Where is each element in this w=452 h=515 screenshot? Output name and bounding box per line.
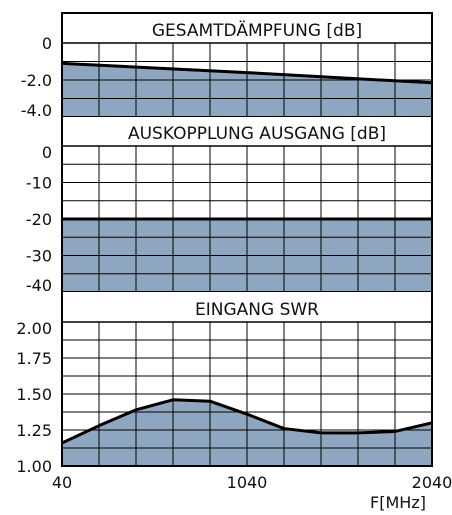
y-tick-label: -20	[26, 210, 52, 229]
panel-2-title: AUSKOPPLUNG AUSGANG [dB]	[128, 124, 386, 144]
panel-3-series-line	[61, 398, 433, 445]
y-tick-label: 1.75	[16, 349, 52, 368]
panel-3-title-box	[62, 292, 432, 322]
panel-1-title: GESAMTDÄMPFUNG [dB]	[152, 20, 362, 41]
y-tick-label: -10	[26, 174, 52, 193]
y-tick-label: -40	[26, 276, 52, 295]
y-tick-label: 1.25	[16, 421, 52, 440]
panel-1-title-box	[62, 13, 432, 43]
panel-3-title: EINGANG SWR	[195, 300, 319, 320]
x-tick-label: 2040	[412, 473, 452, 492]
panel-2-title-box	[62, 117, 432, 146]
x-axis-label: F[MHz]	[370, 493, 426, 512]
y-tick-label: 2.00	[16, 319, 52, 338]
x-tick-label: 1040	[227, 473, 268, 492]
y-tick-label: 0	[42, 143, 52, 162]
y-tick-label: 0	[42, 34, 52, 53]
x-tick-label: 40	[52, 473, 72, 492]
y-tick-label: -2.0	[21, 71, 52, 90]
y-tick-label: 1.50	[16, 385, 52, 404]
y-tick-label: -4.0	[21, 101, 52, 120]
panel-1-series-line	[61, 61, 433, 85]
plot-frame	[61, 12, 433, 467]
y-tick-label: 1.00	[16, 457, 52, 476]
y-tick-label: -30	[26, 247, 52, 266]
